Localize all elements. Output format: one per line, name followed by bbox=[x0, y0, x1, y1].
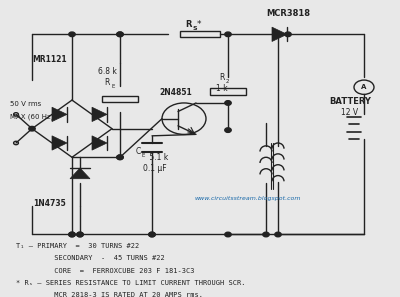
Polygon shape bbox=[272, 27, 287, 42]
Circle shape bbox=[117, 155, 123, 159]
Text: * Rₛ — SERIES RESISTANCE TO LIMIT CURRENT THROUGH SCR.: * Rₛ — SERIES RESISTANCE TO LIMIT CURREN… bbox=[16, 280, 246, 286]
Circle shape bbox=[77, 232, 83, 237]
Text: E: E bbox=[142, 153, 145, 158]
Text: 12 V: 12 V bbox=[342, 108, 358, 117]
Text: CORE  =  FERROXCUBE 203 F 181-3C3: CORE = FERROXCUBE 203 F 181-3C3 bbox=[16, 268, 194, 274]
Circle shape bbox=[275, 232, 281, 237]
Text: R: R bbox=[185, 20, 191, 29]
Text: 5.1 k: 5.1 k bbox=[147, 153, 168, 162]
Circle shape bbox=[225, 128, 231, 132]
Text: A: A bbox=[361, 84, 367, 90]
Bar bbox=[102, 96, 138, 102]
Circle shape bbox=[117, 32, 123, 37]
Text: 2: 2 bbox=[226, 78, 230, 83]
Circle shape bbox=[77, 232, 83, 237]
Text: MCR 2818-3 IS RATED AT 20 AMPS rms.: MCR 2818-3 IS RATED AT 20 AMPS rms. bbox=[16, 292, 203, 297]
Text: T₁ — PRIMARY  =  30 TURNS #22: T₁ — PRIMARY = 30 TURNS #22 bbox=[16, 243, 139, 249]
Circle shape bbox=[69, 232, 75, 237]
Bar bbox=[180, 31, 220, 37]
Circle shape bbox=[117, 155, 123, 159]
Bar bbox=[210, 89, 246, 95]
Text: *: * bbox=[197, 20, 201, 29]
Polygon shape bbox=[52, 136, 67, 150]
Circle shape bbox=[29, 127, 35, 131]
Text: BATTERY: BATTERY bbox=[329, 97, 371, 106]
Text: 6.8 k: 6.8 k bbox=[98, 67, 117, 76]
Text: 2N4851: 2N4851 bbox=[160, 88, 192, 97]
Circle shape bbox=[149, 232, 155, 237]
Text: MCR3818: MCR3818 bbox=[266, 9, 310, 18]
Text: 50 V rms: 50 V rms bbox=[10, 101, 41, 108]
Text: www.circuitsstream.blogspot.com: www.circuitsstream.blogspot.com bbox=[195, 196, 301, 201]
Circle shape bbox=[225, 32, 231, 37]
Circle shape bbox=[225, 232, 231, 237]
Polygon shape bbox=[92, 107, 107, 121]
Circle shape bbox=[263, 232, 269, 237]
Text: SECONDARY  -  45 TURNS #22: SECONDARY - 45 TURNS #22 bbox=[16, 255, 165, 261]
Polygon shape bbox=[52, 107, 67, 121]
Text: R: R bbox=[219, 72, 225, 81]
Polygon shape bbox=[70, 168, 90, 179]
Text: E: E bbox=[111, 84, 114, 89]
Circle shape bbox=[285, 32, 291, 37]
Text: 1 k: 1 k bbox=[216, 84, 228, 93]
Text: R: R bbox=[104, 78, 110, 87]
Circle shape bbox=[69, 32, 75, 37]
Text: 1N4735: 1N4735 bbox=[34, 198, 66, 208]
Circle shape bbox=[117, 32, 123, 37]
Circle shape bbox=[149, 232, 155, 237]
Polygon shape bbox=[92, 136, 107, 150]
Text: MR1121: MR1121 bbox=[33, 55, 67, 64]
Circle shape bbox=[69, 232, 75, 237]
Text: C: C bbox=[135, 147, 141, 156]
Text: S: S bbox=[193, 26, 198, 31]
Text: MAX (60 Hz): MAX (60 Hz) bbox=[10, 114, 53, 121]
Circle shape bbox=[225, 101, 231, 105]
Text: 0.1 μF: 0.1 μF bbox=[143, 164, 167, 173]
